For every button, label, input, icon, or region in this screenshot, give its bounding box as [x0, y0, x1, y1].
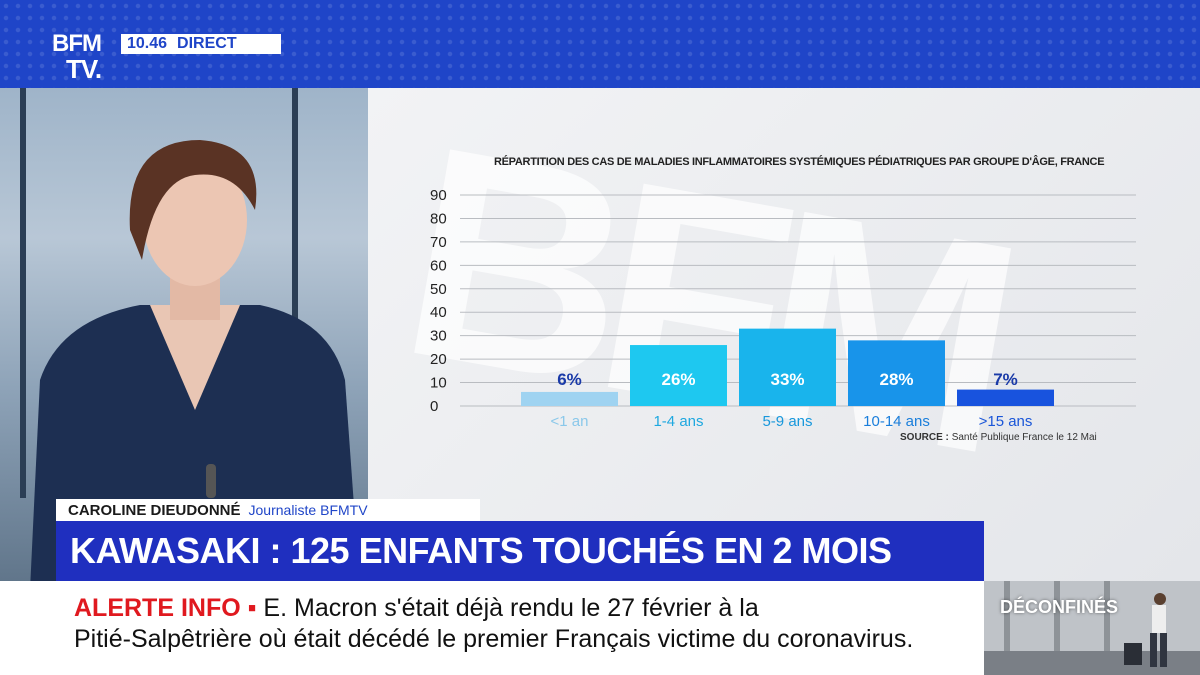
- alert-ticker: ALERTE INFO ▪ E. Macron s'était déjà ren…: [0, 581, 984, 675]
- headline-banner: KAWASAKI : 125 ENFANTS TOUCHÉS EN 2 MOIS: [56, 521, 984, 581]
- ticker-text-1: E. Macron s'était déjà rendu le 27 févri…: [256, 594, 759, 622]
- x-tick-label: 10-14 ans: [863, 413, 930, 430]
- journalist-role: Journaliste BFMTV: [248, 502, 368, 518]
- bar: [630, 345, 727, 406]
- ticker-line-2: Pitié-Salpêtrière où était décédé le pre…: [0, 624, 984, 655]
- source-text: Santé Publique France le 12 Mai: [951, 432, 1097, 443]
- data-label: 28%: [879, 370, 913, 389]
- bar-chart: 0 10 20 30 40 50 60 70 80 90 6% <1 an 26% 1-4 ans 33% 5…: [430, 187, 1136, 430]
- y-tick-label: 80: [430, 210, 447, 227]
- headline-text: KAWASAKI : 125 ENFANTS TOUCHÉS EN 2 MOIS: [70, 530, 892, 571]
- ticker-text-2: Pitié-Salpêtrière où était décédé le pre…: [74, 625, 914, 653]
- studio-window-frame: [292, 88, 298, 498]
- live-time: 10.46: [127, 35, 168, 52]
- data-label: 6%: [557, 370, 582, 389]
- x-tick-label: 1-4 ans: [653, 413, 703, 430]
- source-label: SOURCE :: [900, 432, 949, 443]
- y-tick-label: 20: [430, 351, 447, 368]
- data-label: 7%: [993, 370, 1018, 389]
- live-badge: 10.46 DIRECT: [121, 34, 281, 54]
- x-tick-label: <1 an: [551, 413, 589, 430]
- bar: [521, 391, 618, 406]
- data-label: 33%: [770, 370, 804, 389]
- y-tick-label: 90: [430, 187, 447, 204]
- data-label: 26%: [661, 370, 695, 389]
- thumbnail-scene: [984, 581, 1200, 675]
- logo-text-top: BFM: [52, 30, 102, 57]
- chart-source: SOURCE : Santé Publique France le 12 Mai: [900, 432, 1097, 443]
- x-tick-label: >15 ans: [979, 413, 1033, 430]
- bar: [848, 340, 945, 406]
- live-status: DIRECT: [177, 35, 237, 52]
- top-banner: [0, 0, 1200, 88]
- name-strap: CAROLINE DIEUDONNÉ Journaliste BFMTV: [56, 499, 480, 521]
- studio-window-frame: [20, 88, 26, 498]
- bar: [957, 389, 1054, 406]
- alert-label: ALERTE INFO ▪: [74, 594, 257, 622]
- x-tick-label: 5-9 ans: [762, 413, 812, 430]
- y-tick-label: 10: [430, 375, 447, 392]
- y-tick-label: 0: [430, 398, 438, 415]
- journalist-name: CAROLINE DIEUDONNÉ: [68, 501, 241, 519]
- y-tick-label: 40: [430, 304, 447, 321]
- y-tick-label: 30: [430, 328, 447, 345]
- thumbnail-label: DÉCONFINÉS: [1000, 597, 1119, 617]
- bar: [739, 328, 836, 406]
- ticker-line-1: ALERTE INFO ▪ E. Macron s'était déjà ren…: [74, 593, 984, 624]
- y-tick-label: 50: [430, 281, 447, 298]
- bfmtv-logo: BFM TV.: [52, 30, 116, 84]
- logo-text-bottom: TV.: [66, 54, 102, 84]
- y-tick-label: 60: [430, 257, 447, 274]
- deconfines-thumbnail[interactable]: DÉCONFINÉS: [984, 581, 1200, 675]
- chart-title: RÉPARTITION DES CAS DE MALADIES INFLAMMA…: [494, 156, 1105, 168]
- y-tick-label: 70: [430, 234, 447, 251]
